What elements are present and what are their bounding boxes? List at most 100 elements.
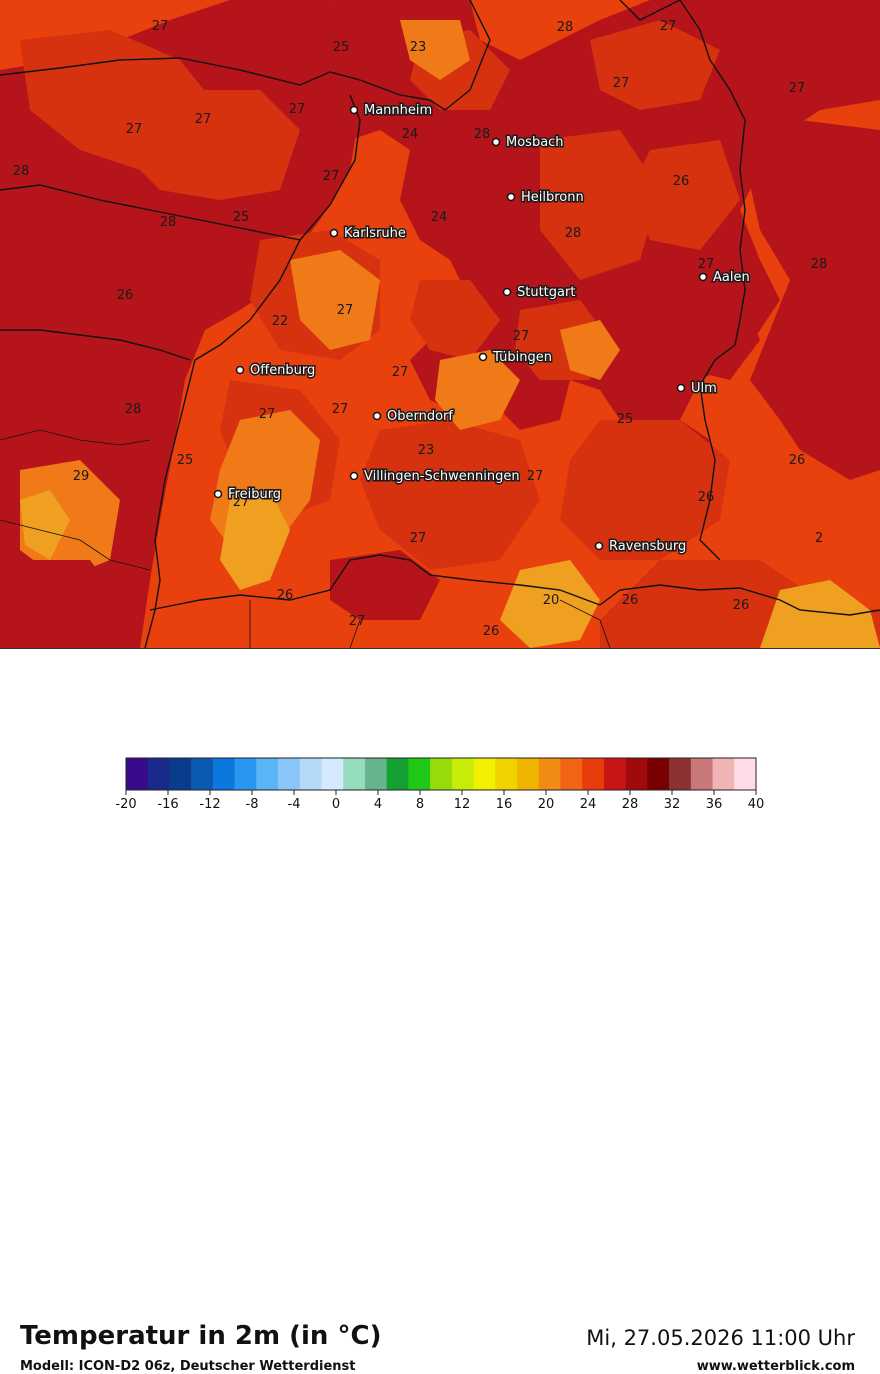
temperature-label: 2 [815, 531, 823, 546]
legend-tick-label: -8 [246, 797, 259, 812]
temperature-label: 26 [733, 598, 750, 613]
temperature-field-4 [120, 90, 300, 200]
city-dot [506, 192, 516, 202]
temperature-label: 27 [126, 122, 143, 137]
temperature-label: 26 [277, 588, 294, 603]
temperature-label: 28 [811, 257, 828, 272]
temperature-label: 26 [673, 174, 690, 189]
legend-tick-label: 4 [374, 797, 382, 812]
city-marker: Karlsruhe [329, 225, 407, 243]
temperature-label: 28 [125, 402, 142, 417]
legend-tick-label: 12 [454, 797, 471, 812]
city-marker: Tübingen [478, 349, 554, 367]
temperature-label: 27 [195, 112, 212, 127]
temperature-label: 24 [402, 127, 419, 142]
legend-tick-label: 28 [622, 797, 639, 812]
legend-color-box [451, 758, 474, 790]
temperature-labels: 27 25 23 28 27 27 27 27 27 24 28 28 27 26 25 24 28 27 28 27… [13, 19, 828, 639]
city-name: Karlsruhe [344, 226, 406, 241]
city-dot [594, 541, 604, 551]
legend-color-box [690, 758, 713, 790]
legend-color-box [212, 758, 235, 790]
temperature-label: 27 [660, 19, 677, 34]
legend-tick-label: 40 [748, 797, 765, 812]
temperature-field-6 [590, 20, 720, 110]
city-name: Freiburg [228, 487, 281, 502]
temperature-label: 25 [233, 210, 250, 225]
city-name: Tübingen [492, 350, 552, 365]
legend-tick-label: 36 [706, 797, 723, 812]
city-dot [491, 137, 501, 147]
city-marker: Offenburg [235, 362, 317, 380]
legend-color-box [647, 758, 670, 790]
temperature-label: 25 [177, 453, 194, 468]
temperature-label: 26 [622, 593, 639, 608]
legend-color-box [386, 758, 409, 790]
temperature-label: 27 [527, 469, 544, 484]
temperature-field-28 [690, 290, 760, 380]
city-markers: Mannheim Mosbach Heilbronn Karlsruhe Stuttga… [213, 102, 751, 556]
temperature-field-23 [500, 560, 600, 648]
border-line-11 [619, 0, 681, 21]
city-name: Ravensburg [609, 539, 686, 554]
legend-color-box [430, 758, 453, 790]
city-name: Mannheim [364, 103, 432, 118]
legend-color-box [126, 758, 149, 790]
city-dot [372, 411, 382, 421]
valid-datetime: Mi, 27.05.2026 11:00 Uhr [586, 1326, 855, 1350]
temperature-label: 27 [259, 407, 276, 422]
city-marker: Heilbronn [506, 189, 585, 207]
temperature-field-7 [630, 140, 740, 250]
legend-color-box [625, 758, 648, 790]
temperature-label: 28 [160, 215, 177, 230]
legend-color-box [234, 758, 257, 790]
border-line-5 [0, 329, 191, 361]
temperature-field-25 [20, 490, 70, 560]
temperature-map: 27 25 23 28 27 27 27 27 27 24 28 28 27 26 25 24 28 27 28 27… [0, 0, 880, 649]
legend-color-box [473, 758, 496, 790]
city-dot [349, 105, 359, 115]
legend-tick-label: -12 [199, 797, 220, 812]
legend-color-box [495, 758, 518, 790]
city-dot [478, 352, 488, 362]
temperature-label: 27 [789, 81, 806, 96]
temperature-label: 29 [73, 469, 90, 484]
temperature-field-27 [0, 560, 120, 648]
temperature-label: 24 [431, 210, 448, 225]
legend-color-box [256, 758, 279, 790]
temperature-field-22 [220, 490, 290, 590]
border-line-2 [0, 184, 301, 241]
legend-tick-label: 24 [580, 797, 597, 812]
city-marker: Freiburg [213, 486, 283, 504]
city-marker: Mannheim [349, 102, 434, 120]
temperature-label: 23 [418, 443, 435, 458]
city-dot [502, 287, 512, 297]
legend-color-box [408, 758, 431, 790]
temperature-label: 27 [513, 329, 530, 344]
temperature-field-12 [560, 420, 730, 560]
city-dot [213, 489, 223, 499]
city-marker: Villingen-Schwenningen [349, 468, 521, 486]
city-marker: Stuttgart [502, 284, 577, 302]
city-dot [676, 383, 686, 393]
border-line-4 [144, 239, 301, 648]
legend-color-box [517, 758, 540, 790]
legend-color-box [712, 758, 735, 790]
city-marker: Ulm [676, 380, 718, 398]
temperature-label: 27 [392, 365, 409, 380]
temperature-label: 28 [565, 226, 582, 241]
temperature-field-18 [560, 320, 620, 380]
border-line-15 [349, 619, 361, 648]
legend-color-box [191, 758, 214, 790]
temperature-field-17 [435, 350, 520, 430]
legend-color-box [538, 758, 561, 790]
border-line-8 [679, 0, 746, 346]
legend-color-box [734, 758, 757, 790]
city-name: Aalen [713, 270, 750, 285]
city-dot [329, 228, 339, 238]
temperature-label: 27 [698, 257, 715, 272]
temperature-label: 23 [410, 40, 427, 55]
border-line-12 [0, 429, 151, 446]
temperature-label: 27 [332, 402, 349, 417]
legend-tick-label: 16 [496, 797, 513, 812]
